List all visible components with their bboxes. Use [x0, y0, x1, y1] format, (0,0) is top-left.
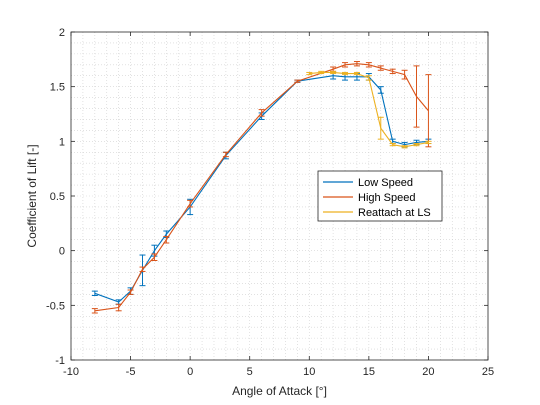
x-tick-label: -5 — [126, 366, 136, 378]
series-1 — [91, 61, 432, 314]
x-tick-label: 5 — [247, 366, 253, 378]
legend-label: Low Speed — [358, 177, 413, 189]
x-tick-label: 0 — [187, 366, 193, 378]
error-bar — [425, 74, 432, 148]
error-bar — [353, 61, 360, 67]
error-bar — [222, 151, 229, 158]
y-tick-label: 2 — [59, 27, 65, 39]
error-bar — [365, 75, 372, 81]
error-bar — [377, 116, 384, 140]
series-layer — [91, 61, 432, 314]
error-bar — [377, 65, 384, 71]
y-tick-label: 0 — [59, 246, 65, 258]
x-axis-label: Angle of Attack [°] — [232, 384, 327, 398]
y-tick-label: 0.5 — [50, 191, 65, 203]
legend: Low Speed High Speed Reattach at LS — [317, 170, 443, 222]
error-bar — [151, 253, 158, 262]
error-bar — [425, 140, 432, 145]
error-bar — [163, 235, 170, 244]
x-tick-label: 20 — [422, 366, 434, 378]
error-bar — [258, 109, 265, 117]
error-bar — [318, 70, 325, 75]
y-tick-label: 1 — [59, 136, 65, 148]
error-bar — [127, 289, 134, 295]
error-bar — [139, 266, 146, 272]
legend-label: High Speed — [358, 192, 416, 204]
error-bar — [306, 71, 313, 76]
x-tick-label: 25 — [482, 366, 494, 378]
error-bar — [401, 69, 408, 80]
legend-label: Reattach at LS — [358, 207, 431, 219]
error-bar — [115, 303, 122, 312]
error-bar — [330, 70, 337, 75]
error-bar — [413, 65, 420, 128]
y-tick-label: -1 — [55, 355, 65, 367]
error-bar — [342, 62, 349, 68]
error-bar — [401, 145, 408, 149]
legend-box — [317, 170, 443, 222]
error-bar — [342, 71, 349, 76]
x-tick-label: 15 — [363, 366, 375, 378]
error-bar — [365, 62, 372, 68]
error-bar — [294, 79, 301, 83]
error-bar — [91, 308, 98, 314]
y-tick-label: -0.5 — [46, 300, 65, 312]
axis-ticks: -10 -5 0 5 10 15 20 25 -1 -0.5 0 0.5 1 1.5 2 — [46, 27, 494, 378]
error-bar — [413, 143, 420, 147]
error-bar — [353, 71, 360, 76]
error-bar — [91, 290, 98, 296]
error-bar — [377, 86, 384, 94]
error-bar — [389, 68, 396, 75]
series-2 — [306, 70, 432, 149]
x-tick-label: -10 — [63, 366, 79, 378]
y-axis-label: Coefficient of Lift [-] — [25, 144, 39, 247]
grid — [71, 32, 488, 360]
error-bar — [389, 143, 396, 147]
error-bar — [187, 199, 194, 208]
y-tick-label: 1.5 — [50, 82, 65, 94]
x-tick-label: 10 — [303, 366, 315, 378]
